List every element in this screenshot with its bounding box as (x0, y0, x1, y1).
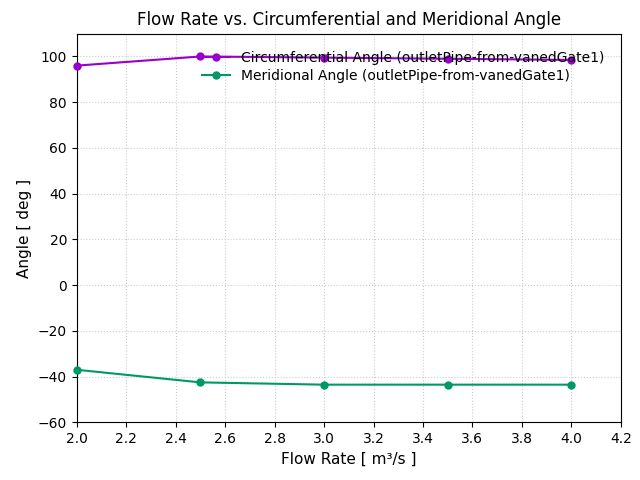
Circumferential Angle (outletPipe-from-vanedGate1) (196, 54, 204, 60)
Circumferential Angle (outletPipe-from-vanedGate1) (444, 56, 452, 61)
Circumferential Angle (outletPipe-from-vanedGate1) (568, 57, 575, 63)
Y-axis label: Angle [ deg ]: Angle [ deg ] (17, 179, 32, 277)
Meridional Angle (outletPipe-from-vanedGate1) (196, 380, 204, 385)
Meridional Angle (outletPipe-from-vanedGate1) (320, 382, 328, 387)
Line: Meridional Angle (outletPipe-from-vanedGate1): Meridional Angle (outletPipe-from-vanedG… (74, 366, 575, 388)
Line: Circumferential Angle (outletPipe-from-vanedGate1): Circumferential Angle (outletPipe-from-v… (74, 53, 575, 69)
Circumferential Angle (outletPipe-from-vanedGate1) (320, 55, 328, 60)
Legend: Circumferential Angle (outletPipe-from-vanedGate1), Meridional Angle (outletPipe: Circumferential Angle (outletPipe-from-v… (196, 45, 610, 88)
Meridional Angle (outletPipe-from-vanedGate1) (73, 367, 81, 372)
Meridional Angle (outletPipe-from-vanedGate1) (444, 382, 452, 387)
Meridional Angle (outletPipe-from-vanedGate1) (568, 382, 575, 387)
X-axis label: Flow Rate [ m³/s ]: Flow Rate [ m³/s ] (281, 452, 417, 467)
Title: Flow Rate vs. Circumferential and Meridional Angle: Flow Rate vs. Circumferential and Meridi… (137, 11, 561, 29)
Circumferential Angle (outletPipe-from-vanedGate1) (73, 63, 81, 69)
